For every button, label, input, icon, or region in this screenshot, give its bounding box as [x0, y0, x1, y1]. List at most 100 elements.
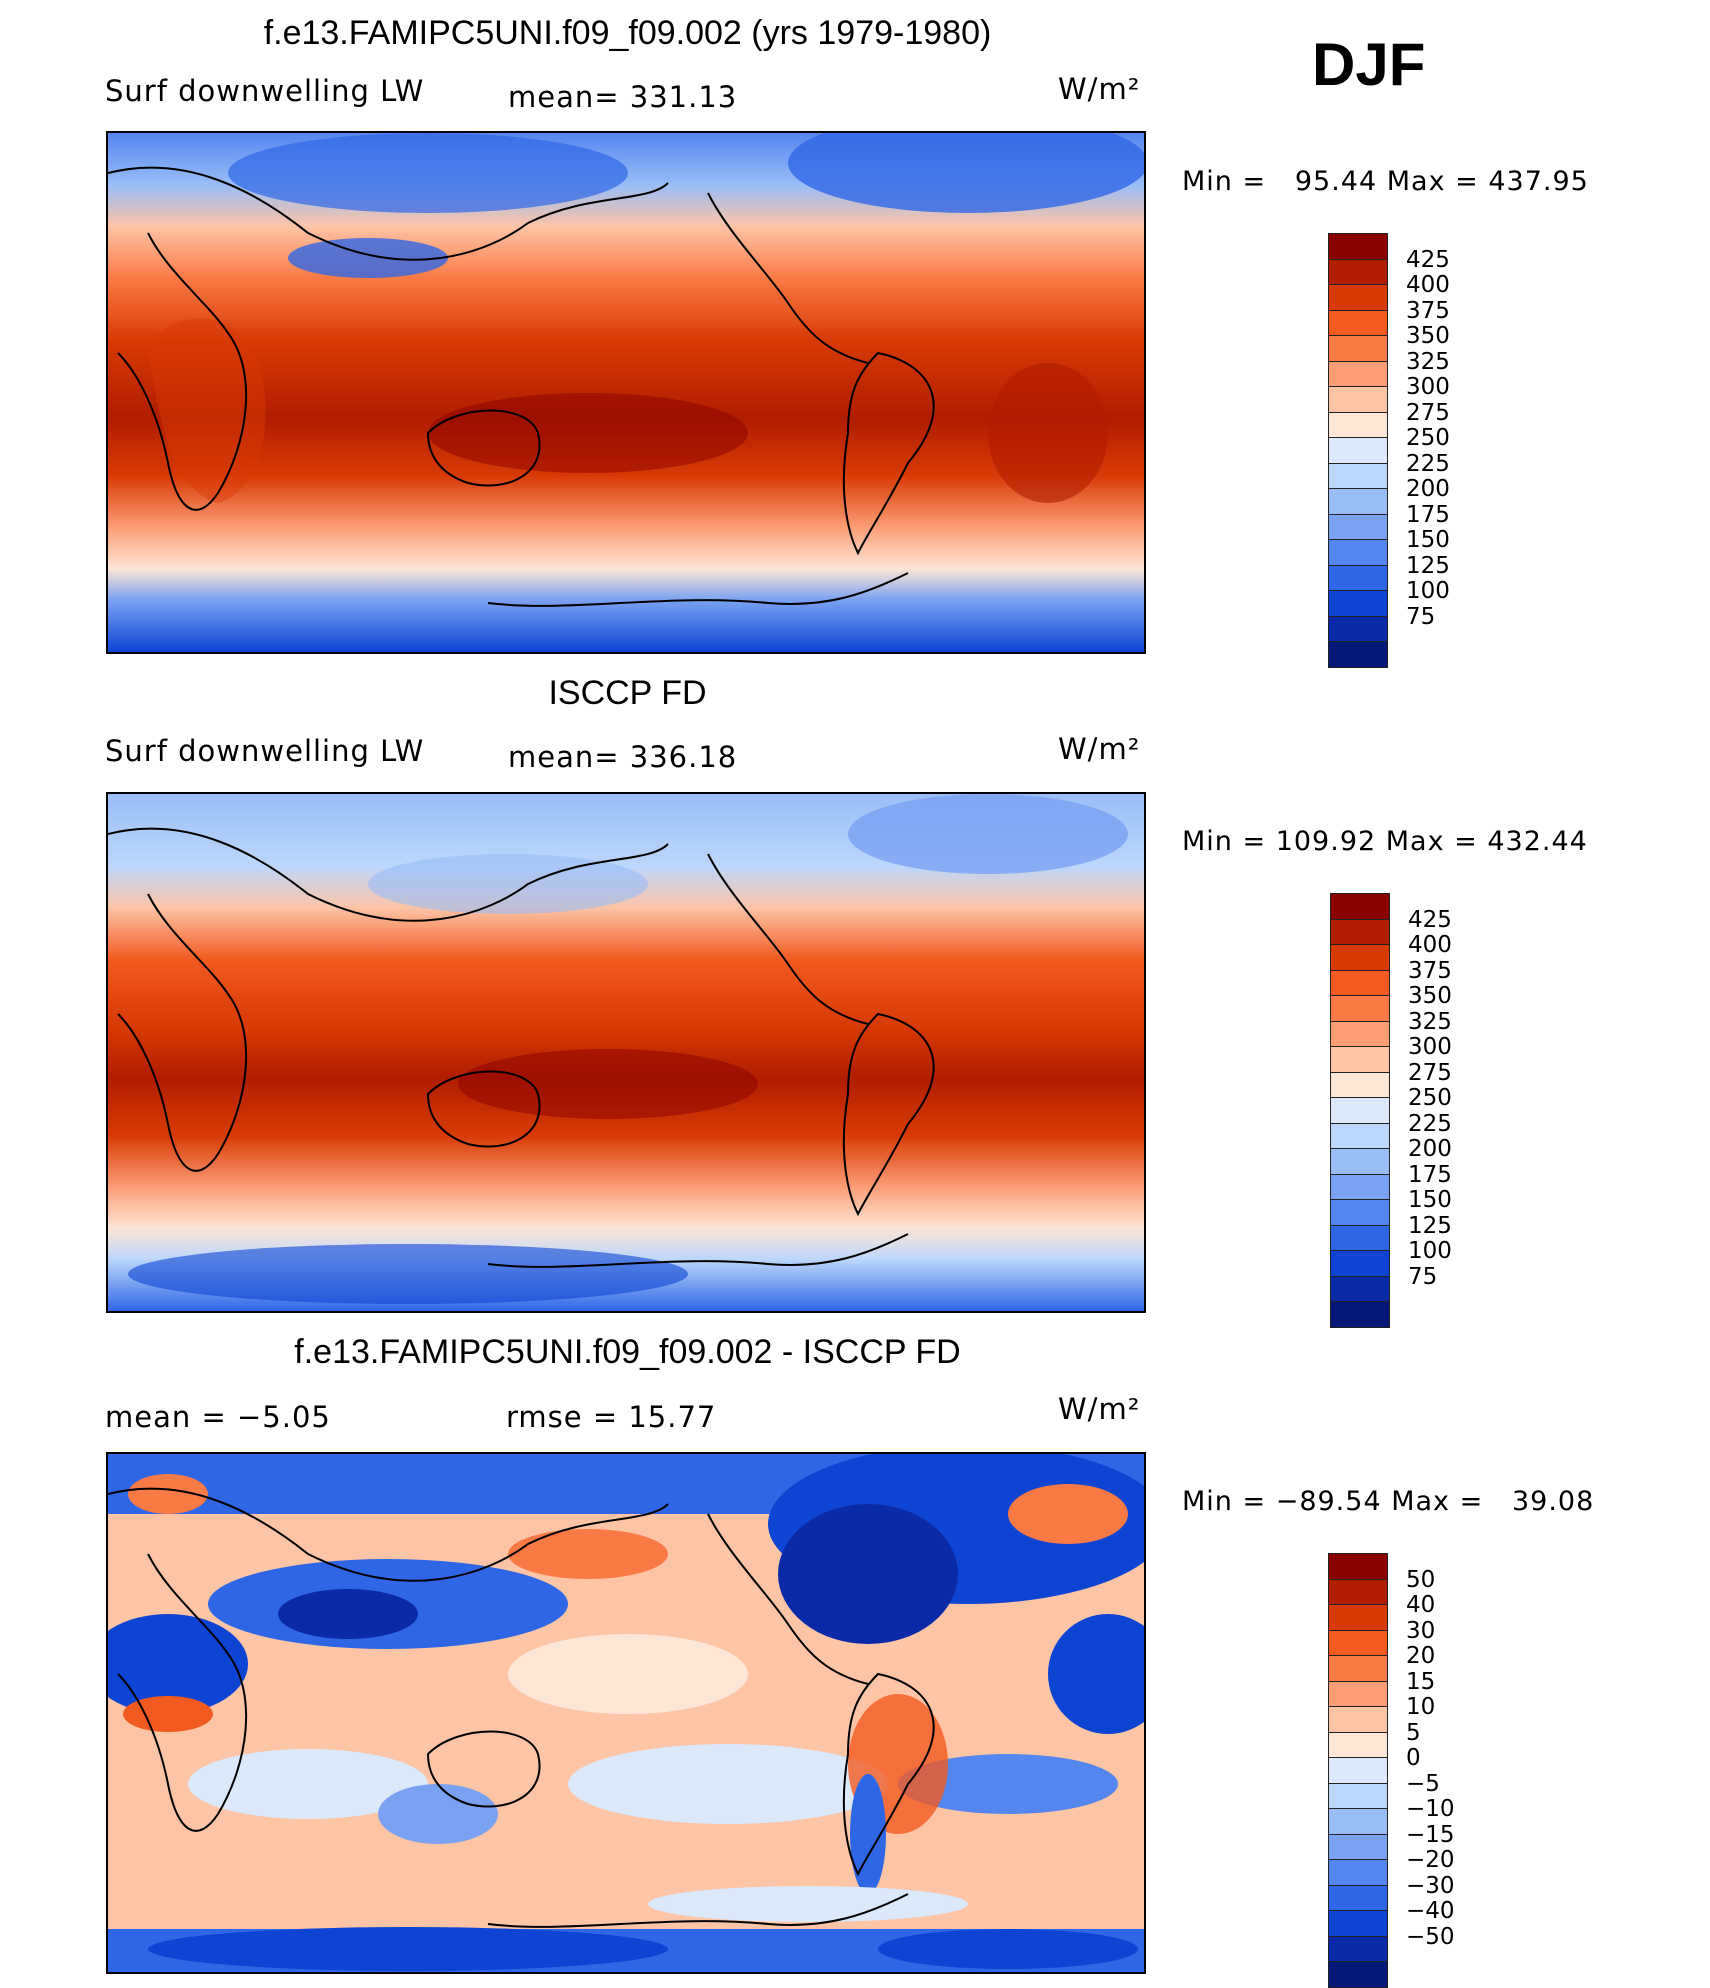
panel3-title: f.e13.FAMIPC5UNI.f09_f09.002 - ISCCP FD — [294, 1333, 961, 1371]
colorbar-swatch — [1328, 1782, 1388, 1809]
panel1-title: f.e13.FAMIPC5UNI.f09_f09.002 (yrs 1979-1… — [263, 14, 992, 52]
colorbar-label: 150 — [1408, 1187, 1452, 1213]
colorbar-swatch — [1328, 258, 1388, 285]
colorbar-label: 50 — [1406, 1566, 1436, 1593]
colorbar-swatch — [1328, 488, 1388, 515]
colorbar-label: 350 — [1406, 323, 1450, 349]
colorbar-swatch — [1328, 513, 1388, 540]
colorbar-label: 15 — [1406, 1668, 1436, 1695]
colorbar-label: 100 — [1408, 1238, 1452, 1264]
colorbar-swatch — [1330, 1046, 1390, 1073]
colorbar-label: 300 — [1408, 1034, 1452, 1060]
colorbar-label: 375 — [1408, 957, 1452, 984]
colorbar-swatch — [1328, 309, 1388, 336]
colorbar-label: 150 — [1406, 527, 1450, 553]
colorbar-label: 30 — [1406, 1617, 1436, 1644]
season-label: DJF — [1312, 31, 1426, 98]
colorbar-label: 125 — [1406, 552, 1450, 579]
colorbar-swatch — [1330, 1250, 1390, 1277]
colorbar-swatch — [1328, 233, 1388, 260]
colorbar-swatch — [1328, 462, 1388, 489]
colorbar-label: 425 — [1408, 906, 1452, 933]
colorbar-label: 10 — [1406, 1694, 1436, 1720]
panel1-map-field — [108, 133, 1144, 652]
colorbar-swatch — [1328, 1731, 1388, 1758]
colorbar-label: 40 — [1406, 1592, 1436, 1618]
panel1-variable: Surf downwelling LW — [105, 74, 425, 108]
colorbar-label: −40 — [1406, 1898, 1455, 1924]
panel1-units: W/m² — [1058, 72, 1141, 106]
colorbar-swatch — [1328, 615, 1388, 642]
colorbar-swatch — [1328, 1859, 1388, 1886]
colorbar-label: 275 — [1406, 399, 1450, 426]
colorbar-swatch — [1328, 1757, 1388, 1784]
colorbar-swatch — [1328, 411, 1388, 438]
colorbar-label: 225 — [1406, 450, 1450, 477]
colorbar-label: 275 — [1408, 1059, 1452, 1086]
colorbar-swatch — [1328, 1833, 1388, 1860]
colorbar-swatch — [1328, 1680, 1388, 1707]
panel3-rmse: rmse = 15.77 — [506, 1400, 717, 1434]
colorbar-swatch — [1328, 1808, 1388, 1835]
colorbar-label: 200 — [1406, 476, 1450, 502]
panel3-map — [106, 1452, 1146, 1974]
panel1-minmax: Min = 95.44 Max = 437.95 — [1182, 166, 1589, 197]
colorbar-swatch — [1330, 1122, 1390, 1149]
panel3-minmax: Min = −89.54 Max = 39.08 — [1182, 1486, 1595, 1517]
colorbar-label: 325 — [1406, 348, 1450, 375]
panel2-mean: mean= 336.18 — [508, 740, 738, 774]
colorbar-swatch — [1330, 1301, 1390, 1328]
colorbar-swatch — [1328, 1629, 1388, 1656]
colorbar-label: −5 — [1406, 1770, 1440, 1797]
colorbar-swatch — [1328, 1655, 1388, 1682]
colorbar-label: −20 — [1406, 1847, 1455, 1873]
colorbar-swatch — [1328, 360, 1388, 387]
colorbar-swatch — [1328, 564, 1388, 591]
colorbar-label: 20 — [1406, 1643, 1436, 1669]
colorbar-swatch — [1328, 437, 1388, 464]
colorbar-swatch — [1330, 918, 1390, 945]
panel2-title: ISCCP FD — [548, 674, 707, 712]
colorbar-swatch — [1330, 1224, 1390, 1251]
panel3-units: W/m² — [1058, 1392, 1141, 1426]
colorbar-swatch — [1328, 1935, 1388, 1962]
colorbar-label: 325 — [1408, 1008, 1452, 1035]
colorbar-label: 75 — [1406, 603, 1436, 630]
panel2-map — [106, 792, 1146, 1313]
colorbar-label: 5 — [1406, 1719, 1421, 1746]
colorbar-swatch — [1330, 1071, 1390, 1098]
panel3-mean: mean = −5.05 — [105, 1400, 331, 1434]
colorbar-label: 425 — [1406, 246, 1450, 273]
colorbar-swatch — [1330, 944, 1390, 971]
colorbar-swatch — [1328, 641, 1388, 668]
colorbar-swatch — [1328, 386, 1388, 413]
panel3-map-field — [108, 1454, 1144, 1972]
colorbar-label: 100 — [1406, 578, 1450, 604]
colorbar-label: 375 — [1406, 297, 1450, 324]
colorbar-swatch — [1330, 1275, 1390, 1302]
colorbar-label: 0 — [1406, 1745, 1421, 1771]
colorbar-swatch — [1328, 1553, 1388, 1580]
colorbar-label: 350 — [1408, 983, 1452, 1009]
panel1-map — [106, 131, 1146, 654]
panel2-units: W/m² — [1058, 732, 1141, 766]
colorbar-label: 250 — [1406, 425, 1450, 451]
colorbar-label: −30 — [1406, 1872, 1455, 1899]
colorbar-swatch — [1328, 335, 1388, 362]
colorbar-swatch — [1328, 284, 1388, 311]
panel1-mean: mean= 331.13 — [508, 80, 738, 114]
colorbar-swatch — [1328, 1961, 1388, 1988]
colorbar-label: 400 — [1406, 272, 1450, 298]
colorbar-swatch — [1328, 1884, 1388, 1911]
colorbar-label: 75 — [1408, 1263, 1438, 1290]
colorbar-swatch — [1328, 1706, 1388, 1733]
colorbar-label: 200 — [1408, 1136, 1452, 1162]
colorbar-label: −10 — [1406, 1796, 1455, 1822]
colorbar-label: 400 — [1408, 932, 1452, 958]
colorbar-label: 175 — [1406, 501, 1450, 528]
colorbar-label: 175 — [1408, 1161, 1452, 1188]
colorbar-label: 250 — [1408, 1085, 1452, 1111]
colorbar-swatch — [1328, 539, 1388, 566]
panel2-map-field — [108, 794, 1144, 1311]
colorbar-label: −50 — [1406, 1923, 1455, 1950]
